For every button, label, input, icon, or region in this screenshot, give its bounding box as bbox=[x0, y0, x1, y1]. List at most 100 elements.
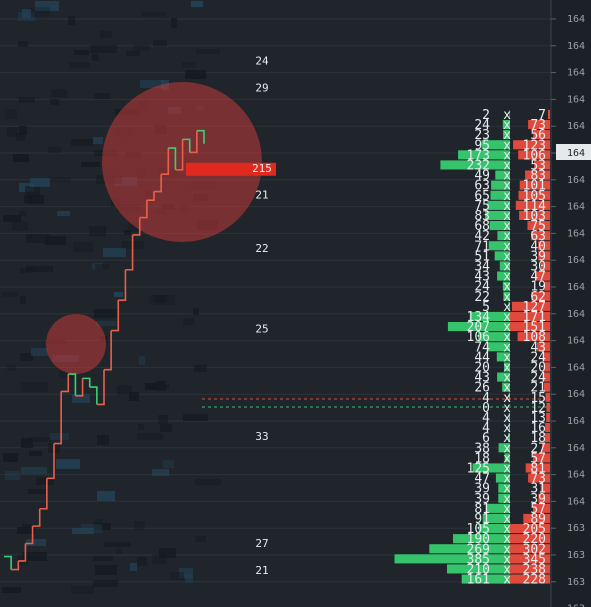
price-tick-label: 164 bbox=[567, 416, 585, 427]
ask-size-label: 127 bbox=[523, 300, 546, 315]
heatmap-cell bbox=[21, 467, 47, 474]
bid-depth-bar bbox=[472, 463, 510, 473]
bid-depth-bar bbox=[478, 524, 510, 534]
price-step bbox=[139, 200, 148, 219]
bid-depth-bar bbox=[429, 544, 510, 554]
ask-depth-bar bbox=[544, 281, 550, 291]
ask-size-label: 57 bbox=[530, 502, 546, 517]
ask-depth-bar bbox=[515, 200, 550, 210]
depth-separator: x bbox=[503, 462, 511, 477]
depth-separator: x bbox=[503, 290, 511, 305]
bid-size-label: 4 bbox=[482, 421, 490, 436]
trade-count-label: 33 bbox=[255, 430, 268, 443]
ask-depth-bar bbox=[547, 109, 550, 119]
ask-size-label: 101 bbox=[523, 179, 546, 194]
ask-depth-bar bbox=[538, 241, 550, 251]
ask-depth-bar bbox=[544, 433, 550, 443]
heatmap-cell bbox=[95, 565, 117, 575]
ask-size-label: 73 bbox=[530, 118, 546, 133]
heatmap-cell bbox=[22, 9, 31, 18]
heatmap-cell bbox=[26, 266, 53, 272]
ask-size-label: 39 bbox=[530, 492, 546, 507]
ask-depth-bar bbox=[528, 473, 550, 483]
bid-depth-bar bbox=[481, 140, 510, 150]
depth-separator: x bbox=[503, 552, 511, 567]
price-tick-label: 164 bbox=[567, 228, 585, 239]
ask-size-label: 105 bbox=[523, 189, 546, 204]
bid-size-label: 0 bbox=[482, 401, 490, 416]
depth-separator: x bbox=[503, 138, 511, 153]
ask-depth-bar bbox=[532, 503, 550, 513]
trade-count-labels: 24 29 215 21 22 25 33 27 21 bbox=[186, 55, 276, 577]
ask-size-label: 27 bbox=[530, 441, 546, 456]
price-step bbox=[25, 526, 34, 545]
trade-count-label: 215 bbox=[252, 162, 272, 175]
heatmap-cell bbox=[3, 215, 21, 222]
depth-separator: x bbox=[503, 573, 511, 588]
ask-depth-bar bbox=[517, 332, 550, 342]
price-step bbox=[189, 130, 198, 154]
price-tick-label: 163 bbox=[567, 577, 585, 588]
price-tick-label: 164 bbox=[567, 496, 585, 507]
heatmap-cell bbox=[185, 70, 206, 79]
heatmap-cell bbox=[5, 109, 17, 119]
depth-separator: x bbox=[503, 310, 511, 325]
heatmap-cell bbox=[92, 263, 103, 269]
heatmap-cell bbox=[170, 572, 184, 580]
bid-size-label: 4 bbox=[482, 391, 490, 406]
depth-separator: x bbox=[503, 249, 511, 264]
bid-size-label: 20 bbox=[474, 361, 490, 376]
price-step bbox=[125, 234, 134, 271]
bid-size-label: 232 bbox=[467, 159, 490, 174]
heatmap-cell bbox=[137, 557, 147, 566]
heatmap-cell bbox=[5, 471, 20, 480]
trade-count-label: 21 bbox=[255, 189, 268, 202]
ask-size-label: 62 bbox=[530, 290, 546, 305]
price-step bbox=[132, 217, 141, 236]
bid-depth-bar bbox=[497, 372, 510, 382]
bid-depth-bar bbox=[495, 170, 510, 180]
ask-depth-bar bbox=[511, 301, 550, 311]
heatmap-cell bbox=[95, 264, 109, 269]
price-step bbox=[196, 129, 205, 144]
bid-depth-bar bbox=[469, 311, 510, 321]
bid-size-label: 190 bbox=[467, 532, 490, 547]
depth-separator: x bbox=[503, 320, 511, 335]
heatmap-cell bbox=[50, 99, 59, 105]
heatmap-cell bbox=[156, 381, 166, 391]
price-tick-label: 163 bbox=[567, 550, 585, 561]
ask-size-label: 20 bbox=[530, 361, 546, 376]
bid-depth-bar bbox=[494, 251, 510, 261]
ask-size-label: 123 bbox=[523, 138, 546, 153]
heatmap-cell bbox=[22, 524, 32, 531]
ask-size-label: 57 bbox=[530, 451, 546, 466]
bid-depth-bar bbox=[447, 322, 510, 332]
depth-separator: x bbox=[503, 159, 511, 174]
bid-size-label: 43 bbox=[474, 371, 490, 386]
current-price-label: 164 bbox=[567, 148, 585, 159]
ask-size-label: 171 bbox=[523, 310, 546, 325]
ask-size-label: 81 bbox=[530, 462, 546, 477]
ask-depth-bar bbox=[533, 130, 550, 140]
heatmap-cell bbox=[163, 460, 174, 468]
bid-depth-bar bbox=[489, 221, 510, 231]
ask-depth-bar bbox=[545, 423, 550, 433]
trade-count-label: 24 bbox=[255, 55, 269, 68]
bid-size-label: 83 bbox=[474, 209, 490, 224]
ask-depth-bar bbox=[510, 544, 550, 554]
depth-separator: x bbox=[503, 472, 511, 487]
heatmap-cell bbox=[20, 353, 33, 361]
current-price-lines bbox=[202, 398, 551, 408]
price-axis: 164 164 164 164 164 164 164 164 164 164 164 164 164 1… bbox=[550, 0, 591, 607]
bid-depth-bar bbox=[496, 352, 510, 362]
ask-depth-bar bbox=[535, 271, 550, 281]
heatmap-cell bbox=[92, 54, 99, 61]
heatmap-cell bbox=[27, 437, 51, 442]
heatmap-cell bbox=[195, 536, 206, 542]
price-step bbox=[182, 138, 191, 153]
bid-depth-bar bbox=[504, 453, 510, 463]
heatmap-cell bbox=[90, 45, 117, 53]
price-tick-label: 164 bbox=[567, 309, 585, 320]
